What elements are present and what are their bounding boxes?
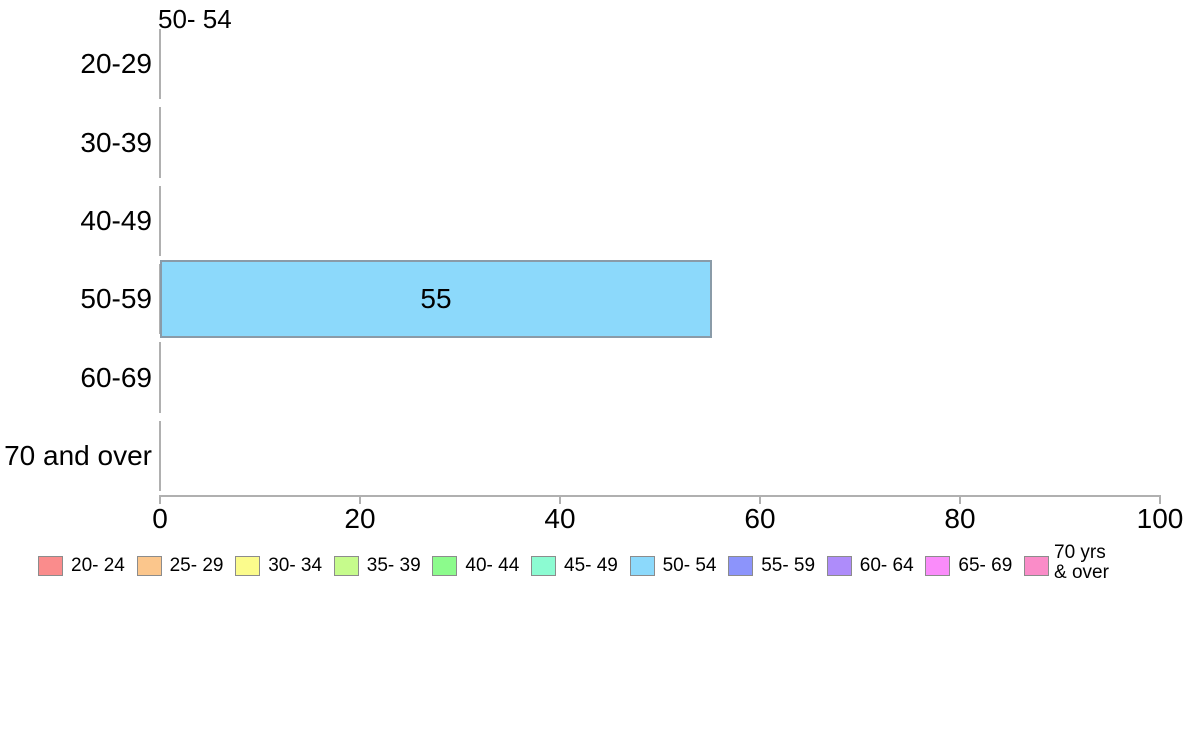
- x-tick-label: 0: [152, 503, 168, 534]
- legend-swatch: [925, 556, 951, 576]
- legend-label: 50- 54: [662, 555, 717, 576]
- y-axis-segment: [159, 420, 161, 491]
- legend-swatch: [38, 556, 63, 576]
- y-axis-label: 30-39: [80, 126, 152, 158]
- legend-swatch: [629, 556, 655, 576]
- x-tick: [1159, 495, 1161, 504]
- x-tick: [359, 495, 361, 504]
- legend-label: 70 yrs & over: [1054, 542, 1109, 583]
- bar: 55: [160, 260, 712, 339]
- legend-label: 25- 29: [169, 555, 224, 576]
- legend-swatch: [333, 556, 359, 576]
- legend-swatch: [728, 556, 754, 576]
- legend-label: 55- 59: [761, 555, 816, 576]
- legend-swatch: [136, 556, 162, 576]
- y-axis-label: 60-69: [80, 361, 152, 393]
- y-axis-segment: [159, 107, 161, 178]
- x-tick: [959, 495, 961, 504]
- legend-label: 35- 39: [366, 555, 421, 576]
- x-tick: [759, 495, 761, 504]
- x-tick: [559, 495, 561, 504]
- legend-label: 40- 44: [465, 555, 520, 576]
- legend-label: 30- 34: [268, 555, 323, 576]
- x-tick-label: 100: [1136, 503, 1184, 534]
- x-tick-label: 20: [344, 503, 376, 534]
- x-tick-label: 80: [944, 503, 976, 534]
- legend-label: 45- 49: [564, 555, 618, 576]
- x-tick: [159, 495, 161, 504]
- chart-title: 50- 54: [158, 4, 232, 34]
- y-axis-segment: [159, 185, 161, 256]
- y-axis-label: 20-29: [80, 48, 152, 80]
- x-axis-line: [160, 495, 1161, 497]
- y-axis-label: 40-49: [80, 204, 152, 236]
- x-tick-label: 60: [744, 503, 776, 534]
- y-axis-segment: [159, 29, 161, 100]
- legend-label: 60- 64: [859, 555, 914, 576]
- bar-value-label: 55: [420, 283, 452, 315]
- y-axis-label: 70 and over: [4, 439, 152, 471]
- legend-swatch: [235, 556, 261, 576]
- legend-label: 20- 24: [71, 555, 125, 576]
- legend-swatch: [1024, 556, 1049, 576]
- legend-swatch: [432, 556, 458, 576]
- legend-swatch: [531, 556, 556, 576]
- legend-swatch: [826, 556, 852, 576]
- y-axis-segment: [159, 342, 161, 413]
- y-axis-label: 50-59: [80, 283, 152, 315]
- legend-label: 65- 69: [958, 555, 1013, 576]
- x-tick-label: 40: [544, 503, 576, 534]
